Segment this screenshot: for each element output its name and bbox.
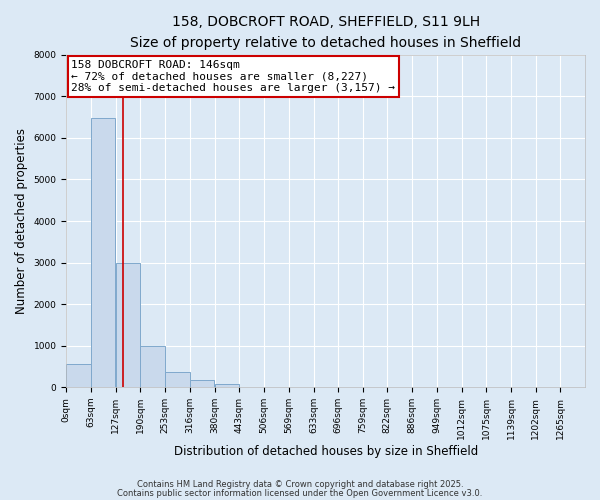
Bar xyxy=(190,380,214,387)
Bar xyxy=(215,384,239,387)
Bar xyxy=(116,264,140,387)
Y-axis label: Number of detached properties: Number of detached properties xyxy=(15,128,28,314)
Title: 158, DOBCROFT ROAD, SHEFFIELD, S11 9LH
Size of property relative to detached hou: 158, DOBCROFT ROAD, SHEFFIELD, S11 9LH S… xyxy=(130,15,521,50)
Bar xyxy=(66,364,91,387)
X-axis label: Distribution of detached houses by size in Sheffield: Distribution of detached houses by size … xyxy=(173,444,478,458)
Bar xyxy=(140,346,165,387)
Bar xyxy=(91,118,115,387)
Text: Contains public sector information licensed under the Open Government Licence v3: Contains public sector information licen… xyxy=(118,488,482,498)
Bar xyxy=(165,372,190,387)
Text: Contains HM Land Registry data © Crown copyright and database right 2025.: Contains HM Land Registry data © Crown c… xyxy=(137,480,463,489)
Text: 158 DOBCROFT ROAD: 146sqm
← 72% of detached houses are smaller (8,227)
28% of se: 158 DOBCROFT ROAD: 146sqm ← 72% of detac… xyxy=(71,60,395,93)
